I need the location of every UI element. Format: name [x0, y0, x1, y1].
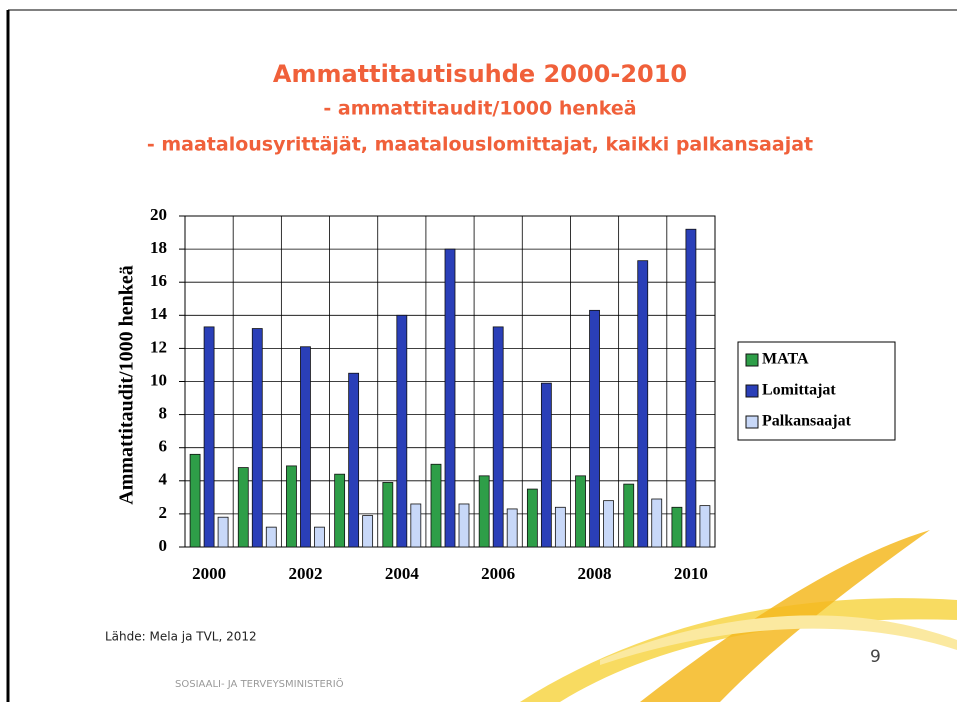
y-tick-label: 8 [159, 404, 168, 423]
bar [575, 475, 586, 548]
bar [637, 260, 649, 548]
y-tick-label: 14 [150, 304, 168, 323]
bar [396, 314, 408, 548]
bar [478, 475, 490, 548]
legend-label: Palkansaajat [762, 413, 852, 430]
y-tick-label: 6 [159, 437, 168, 456]
bar [603, 500, 614, 548]
bar [203, 326, 215, 548]
source: Lähde: Mela ja TVL, 2012 [105, 630, 257, 644]
bar [651, 498, 663, 548]
x-tick-label: 2008 [578, 564, 612, 583]
x-tick-label: 2006 [481, 564, 515, 583]
chart-title: Ammattitautisuhde 2000-2010 [273, 60, 687, 88]
bar [300, 346, 311, 548]
bar [314, 526, 325, 548]
bar [348, 372, 360, 548]
bar [251, 328, 263, 548]
legend-box [737, 341, 896, 441]
bar [286, 465, 297, 548]
legend-swatch [745, 353, 759, 367]
legend-label: MATA [762, 351, 809, 368]
bar [265, 526, 277, 548]
bar [237, 467, 249, 548]
bar [526, 488, 538, 548]
bar [623, 483, 635, 548]
x-tick-label: 2010 [674, 564, 708, 583]
subtitle: - maatalousyrittäjät, maatalouslomittaja… [147, 134, 813, 156]
bar [492, 326, 504, 548]
bar [506, 508, 518, 548]
bar [362, 515, 374, 548]
bar [540, 382, 552, 548]
y-tick-label: 12 [150, 337, 167, 356]
bar [334, 473, 346, 548]
page-number: 9 [870, 647, 881, 667]
bar [444, 248, 456, 548]
x-tick-label: 2000 [192, 564, 226, 583]
y-tick-label: 18 [150, 238, 167, 257]
bar [589, 309, 600, 548]
y-tick-label: 10 [150, 370, 167, 389]
bar [430, 463, 442, 548]
y-tick-label: 2 [159, 503, 168, 522]
legend-label: Lomittajat [762, 382, 836, 399]
bar [217, 516, 229, 548]
organization: SOSIAALI- JA TERVEYSMINISTERIÖ [175, 677, 344, 690]
y-tick-label: 20 [150, 205, 167, 224]
y-tick-label: 4 [159, 470, 168, 489]
y-tick-label: 0 [159, 536, 168, 555]
bar [382, 482, 394, 548]
swoosh [520, 530, 957, 702]
bar [189, 453, 201, 548]
y-axis-label: Ammattitaudit/1000 henkeä [116, 265, 138, 504]
subtitle: - ammattitaudit/1000 henkeä [323, 98, 636, 120]
bar [410, 503, 422, 548]
legend-swatch [745, 384, 759, 398]
bar [685, 228, 697, 548]
y-tick-label: 16 [150, 271, 167, 290]
bar [699, 505, 711, 548]
legend-swatch [745, 415, 759, 429]
bar [671, 506, 683, 548]
x-tick-label: 2002 [288, 564, 322, 583]
bar [554, 506, 566, 548]
x-tick-label: 2004 [385, 564, 420, 583]
bar [458, 503, 470, 548]
